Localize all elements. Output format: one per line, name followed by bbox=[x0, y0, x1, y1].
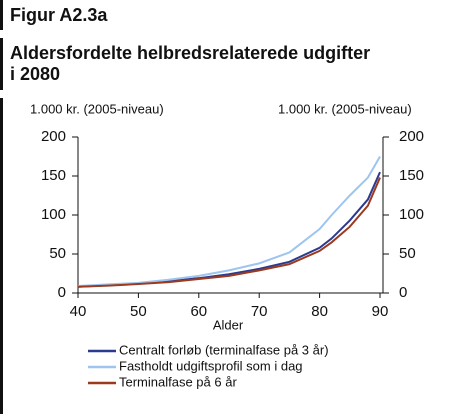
header-bar bbox=[0, 0, 3, 30]
x-tick-label: 40 bbox=[70, 303, 87, 320]
x-tick-label: 90 bbox=[372, 303, 389, 320]
title-bar bbox=[0, 38, 3, 90]
legend-label: Terminalfase på 6 år bbox=[119, 374, 237, 389]
y2-tick-label: 0 bbox=[399, 284, 407, 301]
y-tick-label: 200 bbox=[41, 128, 66, 145]
x-tick-label: 60 bbox=[190, 303, 207, 320]
y2-tick-label: 150 bbox=[399, 167, 424, 184]
y-tick-label: 0 bbox=[58, 284, 66, 301]
y2-axis-label: 1.000 kr. (2005-niveau) bbox=[278, 101, 412, 116]
x-axis-label: Alder bbox=[213, 317, 244, 332]
legend-label: Centralt forløb (terminalfase på 3 år) bbox=[119, 342, 329, 357]
y-tick-label: 100 bbox=[41, 206, 66, 223]
legend-label: Fastholdt udgiftsprofil som i dag bbox=[119, 358, 303, 373]
figure-label: Figur A2.3a bbox=[10, 5, 108, 25]
x-tick-label: 50 bbox=[130, 303, 147, 320]
y2-tick-label: 100 bbox=[399, 206, 424, 223]
body-bar bbox=[0, 98, 3, 414]
y2-tick-label: 50 bbox=[399, 245, 416, 262]
y-tick-label: 50 bbox=[49, 245, 66, 262]
x-tick-label: 80 bbox=[311, 303, 328, 320]
chart-title: i 2080 bbox=[10, 64, 60, 84]
y-tick-label: 150 bbox=[41, 167, 66, 184]
y-axis-label: 1.000 kr. (2005-niveau) bbox=[30, 101, 164, 116]
chart-title: Aldersfordelte helbredsrelaterede udgift… bbox=[10, 43, 370, 63]
series-line bbox=[77, 156, 381, 287]
y2-tick-label: 200 bbox=[399, 128, 424, 145]
x-tick-label: 70 bbox=[251, 303, 268, 320]
series-line bbox=[77, 177, 381, 288]
